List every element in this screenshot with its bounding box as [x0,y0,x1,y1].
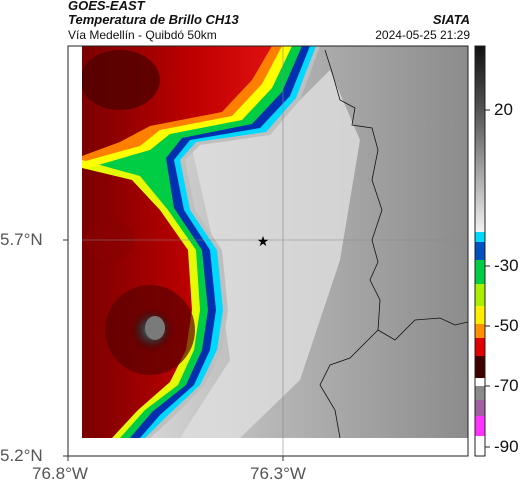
timestamp-label: 2024-05-25 21:29 [375,28,470,42]
colorbar-tick--90: -90 [494,437,519,456]
lat-tick-5.2: 5.2°N [0,446,43,465]
lon-tick-76.8: 76.8°W [32,464,88,483]
colorbar-tick--30: -30 [494,256,519,275]
colorbar [474,45,490,457]
satellite-name: GOES-EAST [68,0,145,13]
agency-label: SIATA [432,12,470,27]
map-frame [67,45,469,457]
lat-tick-5.7: 5.7°N [0,230,43,249]
route-label: Vía Medellín - Quibdó 50km [68,28,217,42]
colorbar-tick--50: -50 [494,316,519,335]
star-icon: ★ [257,234,270,250]
colorbar-tick--70: -70 [494,376,519,395]
product-title: Temperatura de Brillo CH13 [68,12,239,27]
lon-tick-76.3: 76.3°W [250,464,306,483]
colorbar-tick-20: 20 [494,100,513,119]
boundary-lines [319,49,468,438]
